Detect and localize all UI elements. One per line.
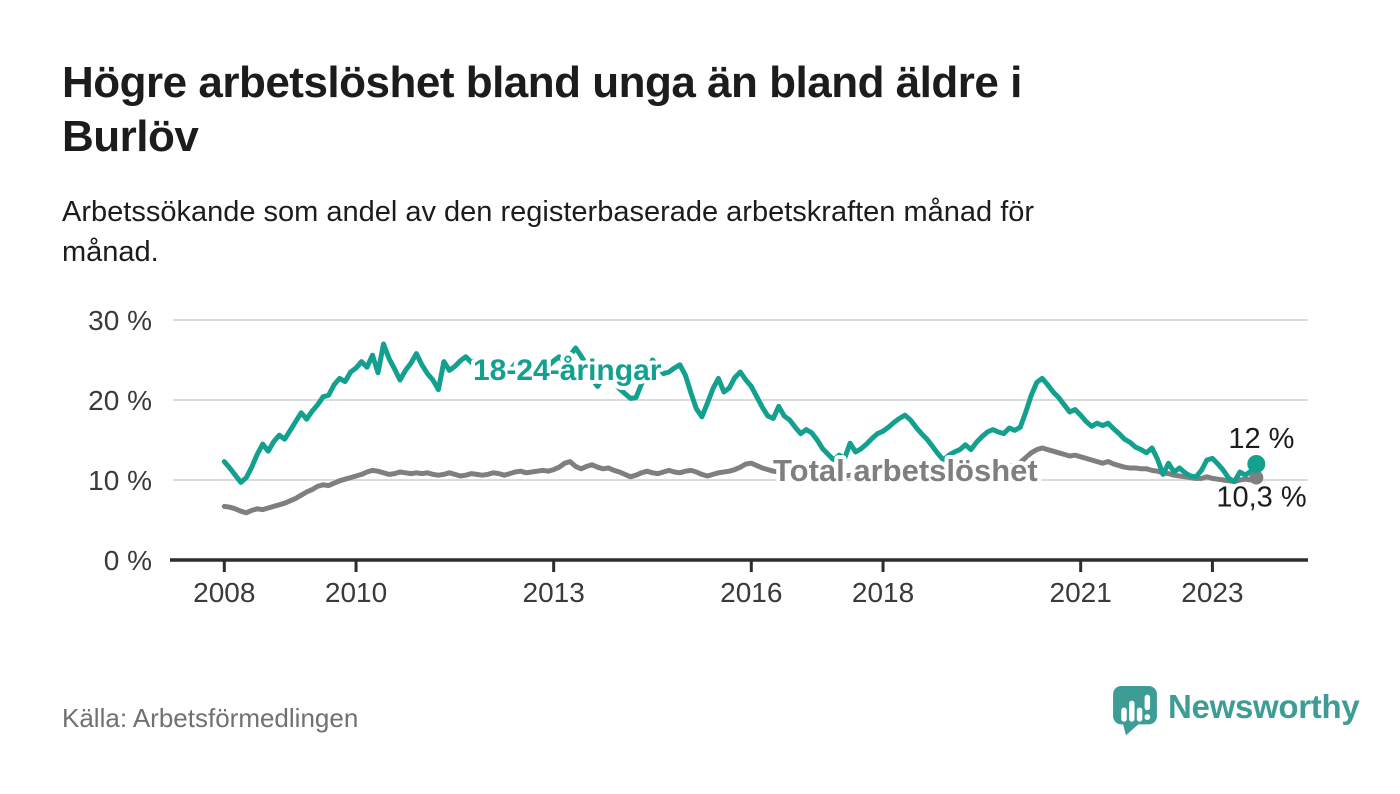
x-tick-label: 2013 xyxy=(523,577,585,608)
y-tick-label: 20 % xyxy=(88,385,152,416)
end-dot-youth xyxy=(1247,455,1266,473)
value-annotation: 12 % xyxy=(1228,423,1294,455)
chart-subtitle-line-1: Arbetssökande som andel av den registerb… xyxy=(62,196,1035,228)
newsworthy-logo: Newsworthy xyxy=(1113,686,1360,739)
page-title: Högre arbetslöshet bland unga än bland ä… xyxy=(62,56,1022,163)
end-dot-total xyxy=(1249,470,1264,485)
series-line-youth xyxy=(221,341,1259,485)
newsworthy-logo-icon xyxy=(1113,686,1157,736)
page-title-line-1: Högre arbetslöshet bland unga än bland ä… xyxy=(62,58,1022,107)
y-tick-label: 30 % xyxy=(88,305,152,336)
source-note: Källa: Arbetsförmedlingen xyxy=(62,703,359,733)
page-title-line-2: Burlöv xyxy=(62,111,199,161)
x-tick-label: 2018 xyxy=(852,577,914,608)
x-tick-label: 2010 xyxy=(325,577,387,608)
newsworthy-wordmark: Newsworthy xyxy=(1168,688,1360,725)
x-tick-label: 2016 xyxy=(720,577,782,608)
x-tick-label: 2023 xyxy=(1181,577,1243,608)
series-label: Total arbetslöshet xyxy=(773,453,1038,488)
series-label: 18-24-åringar xyxy=(473,354,662,387)
value-annotation: 10,3 % xyxy=(1216,482,1306,514)
x-tick-label: 2008 xyxy=(193,577,255,608)
series-line-total xyxy=(221,445,1259,516)
chart-subtitle: Arbetssökande som andel av den registerb… xyxy=(62,192,1034,272)
x-tick-label: 2021 xyxy=(1050,577,1112,608)
y-tick-label: 0 % xyxy=(104,545,152,576)
chart-subtitle-line-2: månad. xyxy=(62,236,159,269)
y-tick-label: 10 % xyxy=(88,465,152,496)
